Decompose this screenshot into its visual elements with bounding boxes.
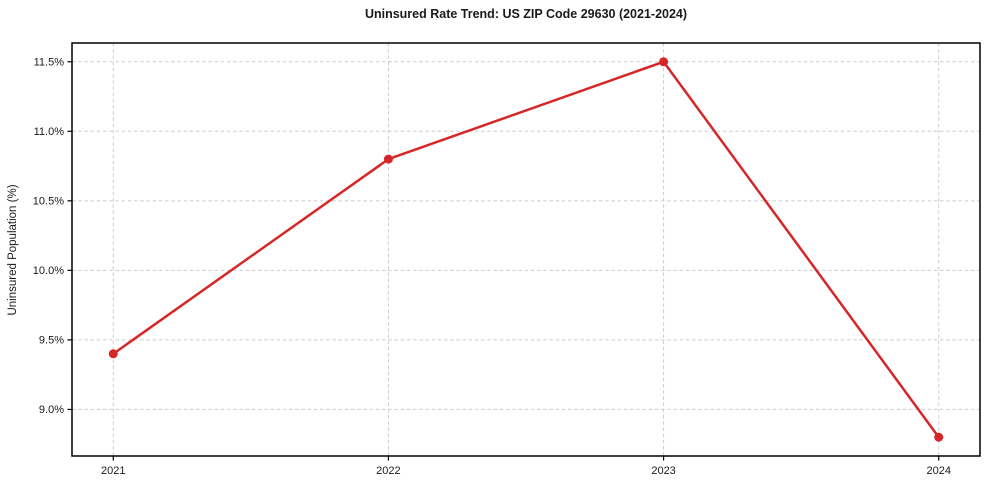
data-point-marker [108,349,118,359]
y-tick-label: 9.0% [39,404,64,416]
y-tick-label: 10.0% [33,265,64,277]
chart-title: Uninsured Rate Trend: US ZIP Code 29630 … [364,7,688,21]
y-tick-label: 9.5% [39,335,64,347]
trend-line [112,60,940,439]
x-tick-label: 2024 [926,465,950,477]
y-axis-label: Uninsured Population (%) [7,184,19,316]
x-tick-label: 2023 [651,465,675,477]
x-tick-label: 2022 [376,465,400,477]
y-tick-label: 11.0% [34,126,65,138]
data-point-marker [659,57,669,67]
data-point-marker [383,154,393,164]
plot-border [71,42,981,457]
y-tick-label: 11.5% [34,57,65,69]
data-point-marker [934,432,944,442]
x-tick-label: 2021 [101,465,125,477]
y-tick-label: 10.5% [33,196,64,208]
